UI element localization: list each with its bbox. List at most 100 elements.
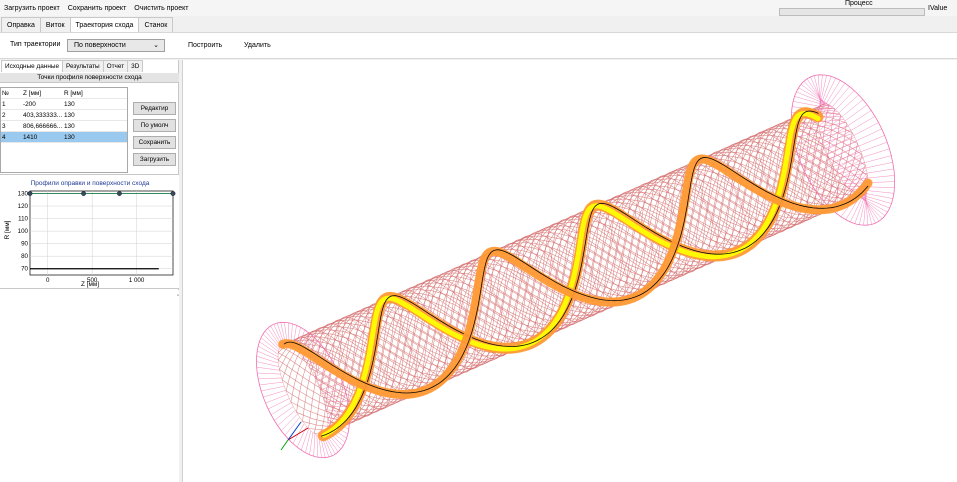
mesh-line — [282, 156, 829, 393]
fan-ray — [841, 175, 895, 181]
mesh-ring — [367, 303, 419, 397]
points-table-title: Точки профиля поверхности схода — [0, 73, 179, 83]
fan-ray — [321, 388, 345, 395]
y-tick-label: 90 — [21, 241, 28, 248]
series-point[interactable] — [27, 191, 33, 196]
tab-machine[interactable]: Станок — [138, 17, 174, 32]
tab-report[interactable]: Отчет — [102, 60, 129, 72]
fan-ray — [318, 376, 341, 386]
fan-ray — [260, 337, 279, 352]
trajectory-type-select[interactable]: По поверхности ⌄ — [67, 39, 165, 52]
fan-ray — [807, 149, 861, 178]
table-row[interactable]: 1 -200 130 — [1, 99, 127, 110]
menu-save-project[interactable]: Сохранить проект — [67, 4, 127, 12]
cell-index: 2 — [2, 111, 6, 119]
cell-z[interactable]: 806,666666... — [23, 122, 63, 130]
tab-turn[interactable]: Виток — [39, 17, 71, 32]
table-row[interactable]: 2 403,333333... 130 — [1, 110, 127, 121]
sub-tabs: Исходные данные Результаты Отчет 3D — [1, 60, 144, 72]
mesh-line — [279, 151, 852, 380]
axes-triad-icon — [280, 421, 309, 451]
axis-z — [287, 421, 302, 441]
fan-ray — [817, 83, 846, 121]
mesh-line — [297, 124, 819, 404]
fan-ray — [256, 355, 279, 364]
fan-ray — [817, 77, 836, 115]
series-point[interactable] — [81, 191, 87, 196]
fan-ray — [818, 76, 832, 112]
cell-r[interactable]: 130 — [64, 133, 75, 141]
empty-panel-area — [0, 290, 179, 482]
column-header-z[interactable]: Z [мм] — [23, 89, 42, 97]
fan-ray — [259, 341, 279, 355]
build-button[interactable]: Построить — [188, 42, 223, 49]
series-point[interactable] — [116, 191, 122, 196]
fan-ray — [300, 428, 309, 451]
fan-ray — [804, 145, 859, 172]
cell-index: 4 — [2, 133, 6, 141]
series-point[interactable] — [170, 191, 176, 196]
fan-ray — [258, 377, 282, 380]
tab-results[interactable]: Результаты — [62, 60, 104, 72]
y-tick-label: 110 — [18, 216, 28, 223]
cell-z[interactable]: 1410 — [23, 133, 38, 141]
fan-ray — [827, 128, 882, 155]
fan-ray — [257, 345, 279, 358]
mesh-ring — [397, 290, 449, 384]
left-panel: Исходные данные Результаты Отчет 3D Точк… — [0, 60, 179, 482]
cell-index: 3 — [2, 122, 6, 130]
3d-scene[interactable] — [183, 60, 957, 482]
cell-r[interactable]: 130 — [64, 100, 75, 108]
table-row[interactable]: 3 806,666666... 130 — [1, 121, 127, 132]
chart-series — [27, 191, 176, 270]
chevron-down-icon: ⌄ — [153, 42, 159, 49]
fan-ray — [263, 390, 286, 398]
tab-input-data[interactable]: Исходные данные — [1, 60, 63, 72]
fan-ray — [318, 435, 322, 458]
profile-chart[interactable]: Профили оправки и поверхности схода 0 500… — [0, 175, 179, 290]
points-table[interactable]: № Z [мм] R [мм] 1 -200 130 2 403,333333.… — [0, 87, 128, 173]
profile-chart-panel: Профили оправки и поверхности схода 0 500… — [0, 174, 179, 289]
tab-trajectory[interactable]: Траектория схода — [69, 17, 140, 32]
column-header-r[interactable]: R [мм] — [64, 89, 83, 97]
fan-ray — [818, 75, 827, 110]
fan-ray — [863, 195, 876, 224]
fan-ray — [818, 90, 855, 127]
save-button[interactable]: Сохранить — [133, 136, 176, 149]
band-strip — [278, 154, 873, 399]
fan-ray — [835, 155, 892, 171]
delete-button[interactable]: Удалить — [244, 42, 271, 49]
cell-r[interactable]: 130 — [64, 122, 75, 130]
table-row-selected[interactable]: 4 1410 130 — [1, 132, 127, 143]
menu-clear-project[interactable]: Очистить проект — [134, 4, 189, 12]
cell-z[interactable]: -200 — [23, 100, 36, 108]
fan-ray — [848, 188, 894, 194]
fan-ray — [803, 81, 826, 105]
3d-viewport[interactable] — [182, 60, 957, 482]
winding-band — [278, 107, 873, 442]
fan-rim — [791, 74, 895, 226]
fan-ray — [829, 135, 885, 159]
menu-load-project[interactable]: Загрузить проект — [4, 4, 60, 12]
edit-button[interactable]: Редактир — [133, 102, 176, 115]
tab-3d[interactable]: 3D — [127, 60, 144, 72]
fan-ray — [267, 327, 281, 347]
column-header-index[interactable]: № — [2, 89, 9, 97]
fan-ray — [274, 406, 294, 421]
load-button[interactable]: Загрузить — [133, 153, 176, 166]
fan-ray — [265, 394, 288, 404]
table-header: № Z [мм] R [мм] — [1, 88, 127, 99]
default-button[interactable]: По умолч — [133, 119, 176, 132]
cell-z[interactable]: 403,333333... — [23, 111, 63, 119]
cell-r[interactable]: 130 — [64, 111, 75, 119]
tab-mandrel[interactable]: Оправка — [1, 17, 41, 32]
fan-ray — [818, 161, 865, 196]
y-tick-label: 80 — [21, 253, 28, 260]
axis-x — [287, 427, 309, 441]
splitter-handle[interactable]: ◦ — [177, 293, 180, 299]
fan-ray — [839, 168, 894, 178]
fan-ray — [801, 141, 857, 165]
trajectory-type-value: По поверхности — [74, 42, 126, 49]
main-tabs: Оправка Виток Траектория схода Станок — [0, 17, 174, 32]
process-progress-bar — [779, 8, 925, 16]
